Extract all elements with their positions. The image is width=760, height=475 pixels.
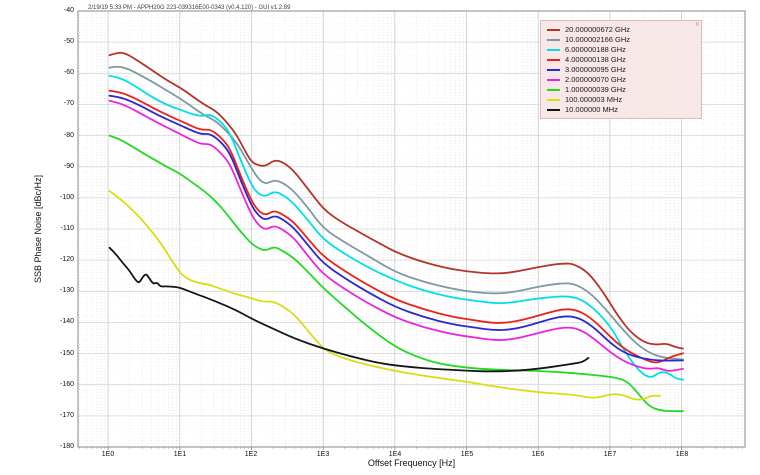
- legend-close-icon[interactable]: x: [695, 21, 700, 28]
- legend-item[interactable]: 10.000000 MHz: [547, 105, 697, 115]
- legend-item[interactable]: 2.000000070 GHz: [547, 75, 697, 85]
- x-axis-title: Offset Frequency [Hz]: [367, 458, 456, 468]
- y-tick-label: -70: [63, 100, 74, 107]
- x-tick-label: 1E7: [603, 451, 617, 458]
- y-tick-label: -100: [59, 194, 74, 201]
- legend-swatch: [547, 89, 560, 91]
- legend-item[interactable]: 3.000000095 GHz: [547, 65, 697, 75]
- plot-border: [77, 10, 746, 448]
- legend-label: 3.000000095 GHz: [565, 65, 626, 74]
- y-tick-label: -120: [59, 256, 74, 263]
- legend-label: 20.000000672 GHz: [565, 25, 631, 34]
- legend-label: 10.000000 MHz: [565, 105, 618, 114]
- legend-item[interactable]: 100.000003 MHz: [547, 95, 697, 105]
- x-tick-label: 1E3: [316, 451, 330, 458]
- y-tick-label: -80: [63, 132, 74, 139]
- legend-label: 4.000000138 GHz: [565, 55, 626, 64]
- y-tick-label: -40: [63, 7, 74, 14]
- legend-label: 2.000000070 GHz: [565, 75, 626, 84]
- y-axis-title: SSB Phase Noise [dBc/Hz]: [33, 174, 43, 284]
- x-tick-label: 1E4: [388, 451, 402, 458]
- legend-label: 6.000000188 GHz: [565, 45, 626, 54]
- header-title: 2/19/19 5:33 PM - APPH20G 223-039316E00-…: [88, 5, 291, 11]
- curve-1-000000039-ghz: [108, 134, 684, 413]
- y-tick-label: -60: [63, 69, 74, 76]
- legend-items: 20.000000672 GHz 10.000002166 GHz 6.000000…: [547, 25, 697, 115]
- curve-6-000000188-ghz: [108, 74, 684, 381]
- legend-swatch: [547, 109, 560, 111]
- curve-10-000002166-ghz: [108, 65, 684, 361]
- curve-10-000000-mhz: [108, 246, 590, 373]
- legend-swatch: [547, 39, 560, 41]
- y-tick-label: -180: [59, 443, 74, 450]
- legend-swatch: [547, 49, 560, 51]
- curve-100-000003-mhz: [108, 190, 661, 401]
- x-tick-label: 1E5: [460, 451, 474, 458]
- x-tick-label: 1E8: [675, 451, 689, 458]
- legend-label: 1.000000039 GHz: [565, 85, 626, 94]
- legend-item[interactable]: 1.000000039 GHz: [547, 85, 697, 95]
- y-tick-label: -110: [60, 225, 75, 232]
- y-tick-label: -170: [59, 412, 74, 419]
- legend-swatch: [547, 29, 560, 31]
- y-tick-label: -160: [59, 381, 74, 388]
- curves: [108, 51, 684, 413]
- x-tick-label: 1E0: [101, 451, 115, 458]
- curve-20-000000672-ghz: [108, 51, 684, 350]
- y-tick-label: -140: [59, 318, 74, 325]
- y-tick-label: -130: [59, 287, 74, 294]
- legend-item[interactable]: 4.000000138 GHz: [547, 55, 697, 65]
- y-tick-label: -150: [59, 350, 74, 357]
- curve-2-000000070-ghz: [108, 99, 684, 372]
- y-tick-label: -50: [63, 38, 74, 45]
- legend-swatch: [547, 79, 560, 81]
- legend-label: 10.000002166 GHz: [565, 35, 631, 44]
- legend-label: 100.000003 MHz: [565, 95, 623, 104]
- axis-ticks: [79, 447, 743, 450]
- y-tick-label: -90: [63, 163, 74, 170]
- x-tick-label: 1E1: [173, 451, 187, 458]
- legend-box: x 20.000000672 GHz 10.000002166 GHz 6.0000…: [540, 20, 702, 119]
- x-tick-label: 1E2: [244, 451, 258, 458]
- curve-3-000000095-ghz: [108, 94, 684, 362]
- legend-swatch: [547, 69, 560, 71]
- legend-item[interactable]: 20.000000672 GHz: [547, 25, 697, 35]
- curve-4-000000138-ghz: [108, 89, 684, 364]
- legend-item[interactable]: 10.000002166 GHz: [547, 35, 697, 45]
- legend-item[interactable]: 6.000000188 GHz: [547, 45, 697, 55]
- legend-swatch: [547, 99, 560, 101]
- legend-swatch: [547, 59, 560, 61]
- x-tick-label: 1E6: [531, 451, 545, 458]
